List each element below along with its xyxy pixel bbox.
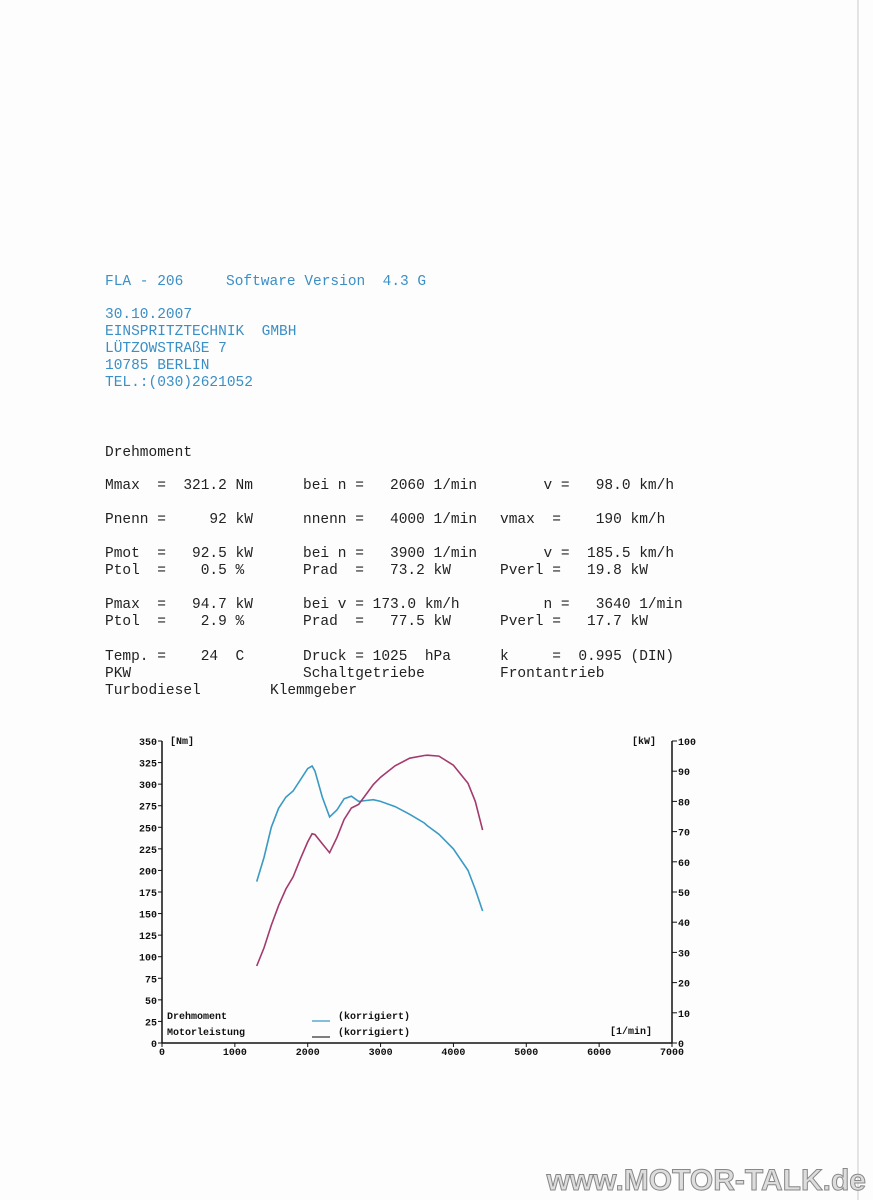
y-tick-label: 225 bbox=[139, 846, 157, 857]
y2-tick-label: 50 bbox=[678, 889, 690, 900]
address-line: 10785 BERLIN bbox=[105, 358, 209, 374]
x-axis-label: [1/min] bbox=[610, 1026, 652, 1038]
y-tick-label: 75 bbox=[145, 975, 157, 986]
result-cell: Frontantrieb bbox=[500, 666, 604, 682]
y2-tick-label: 100 bbox=[678, 738, 696, 749]
x-tick-label: 6000 bbox=[587, 1048, 611, 1059]
y-axis-label: [Nm] bbox=[170, 736, 194, 748]
series-line bbox=[255, 764, 484, 912]
address-line: LÜTZOWSTRAßE 7 bbox=[105, 339, 227, 357]
y2-tick-label: 70 bbox=[678, 829, 690, 840]
section-title: Drehmoment bbox=[105, 445, 192, 461]
software-version: Software Version 4.3 G bbox=[226, 274, 426, 290]
y-tick-label: 300 bbox=[139, 781, 157, 792]
result-cell: Pverl = 19.8 kW bbox=[500, 563, 648, 579]
y2-axis-label: [kW] bbox=[632, 736, 656, 748]
x-tick-label: 5000 bbox=[514, 1048, 538, 1059]
series-line bbox=[255, 754, 484, 967]
result-cell: nnenn = 4000 1/min bbox=[303, 512, 477, 528]
watermark: www.MOTOR-TALK.de bbox=[546, 1164, 866, 1197]
result-cell: Prad = 73.2 kW bbox=[303, 563, 451, 579]
address-line: EINSPRITZTECHNIK GMBH bbox=[105, 324, 296, 340]
result-cell: Ptol = 0.5 % bbox=[105, 563, 245, 579]
legend-label: Motorleistung bbox=[167, 1027, 245, 1039]
y-tick-label: 175 bbox=[139, 889, 157, 900]
result-cell: vmax = 190 km/h bbox=[500, 512, 665, 528]
result-cell: bei n = 2060 1/min bbox=[303, 478, 477, 494]
result-cell: v = 185.5 km/h bbox=[500, 546, 674, 562]
result-cell: Turbodiesel bbox=[105, 683, 201, 699]
result-cell: Pmot = 92.5 kW bbox=[105, 546, 253, 562]
y2-tick-label: 80 bbox=[678, 798, 690, 809]
y2-tick-label: 10 bbox=[678, 1010, 690, 1021]
y-tick-label: 100 bbox=[139, 954, 157, 965]
legend-label: Drehmoment bbox=[167, 1011, 227, 1023]
y-tick-label: 250 bbox=[139, 824, 157, 835]
result-cell: Temp. = 24 C bbox=[105, 649, 245, 665]
result-cell: Pnenn = 92 kW bbox=[105, 512, 253, 528]
legend-note: (korrigiert) bbox=[338, 1027, 410, 1039]
y-tick-label: 25 bbox=[145, 1018, 157, 1029]
result-cell: Ptol = 2.9 % bbox=[105, 614, 245, 630]
result-cell: Pverl = 17.7 kW bbox=[500, 614, 648, 630]
result-cell: Mmax = 321.2 Nm bbox=[105, 478, 253, 494]
x-tick-label: 1000 bbox=[223, 1048, 247, 1059]
y2-tick-label: 40 bbox=[678, 919, 690, 930]
result-cell: bei n = 3900 1/min bbox=[303, 546, 477, 562]
y-tick-label: 200 bbox=[139, 867, 157, 878]
x-tick-label: 0 bbox=[159, 1048, 165, 1059]
address-line: TEL.:(030)2621052 bbox=[105, 375, 253, 391]
model: FLA - 206 bbox=[105, 274, 183, 290]
y-tick-label: 325 bbox=[139, 760, 157, 771]
x-tick-label: 7000 bbox=[660, 1048, 684, 1059]
address-line: 30.10.2007 bbox=[105, 307, 192, 323]
result-cell: Klemmgeber bbox=[270, 683, 357, 699]
y-tick-label: 350 bbox=[139, 738, 157, 749]
result-cell: Prad = 77.5 kW bbox=[303, 614, 451, 630]
result-cell: v = 98.0 km/h bbox=[500, 478, 674, 494]
result-cell: k = 0.995 (DIN) bbox=[500, 649, 674, 665]
result-cell: Druck = 1025 hPa bbox=[303, 649, 451, 665]
x-tick-label: 4000 bbox=[441, 1048, 465, 1059]
y2-tick-label: 20 bbox=[678, 980, 690, 991]
y2-tick-label: 90 bbox=[678, 768, 690, 779]
y2-tick-label: 30 bbox=[678, 949, 690, 960]
y-tick-label: 275 bbox=[139, 803, 157, 814]
y2-tick-label: 60 bbox=[678, 859, 690, 870]
result-cell: bei v = 173.0 km/h bbox=[303, 597, 460, 613]
result-cell: PKW bbox=[105, 666, 131, 682]
y-tick-label: 50 bbox=[145, 997, 157, 1008]
y-tick-label: 125 bbox=[139, 932, 157, 943]
result-cell: Pmax = 94.7 kW bbox=[105, 597, 253, 613]
y-tick-label: 150 bbox=[139, 911, 157, 922]
legend-note: (korrigiert) bbox=[338, 1011, 410, 1023]
y2-tick-label: 0 bbox=[678, 1040, 684, 1051]
y-tick-label: 0 bbox=[151, 1040, 157, 1051]
x-tick-label: 2000 bbox=[296, 1048, 320, 1059]
result-cell: Schaltgetriebe bbox=[303, 666, 425, 682]
result-cell: n = 3640 1/min bbox=[500, 597, 683, 613]
x-tick-label: 3000 bbox=[369, 1048, 393, 1059]
